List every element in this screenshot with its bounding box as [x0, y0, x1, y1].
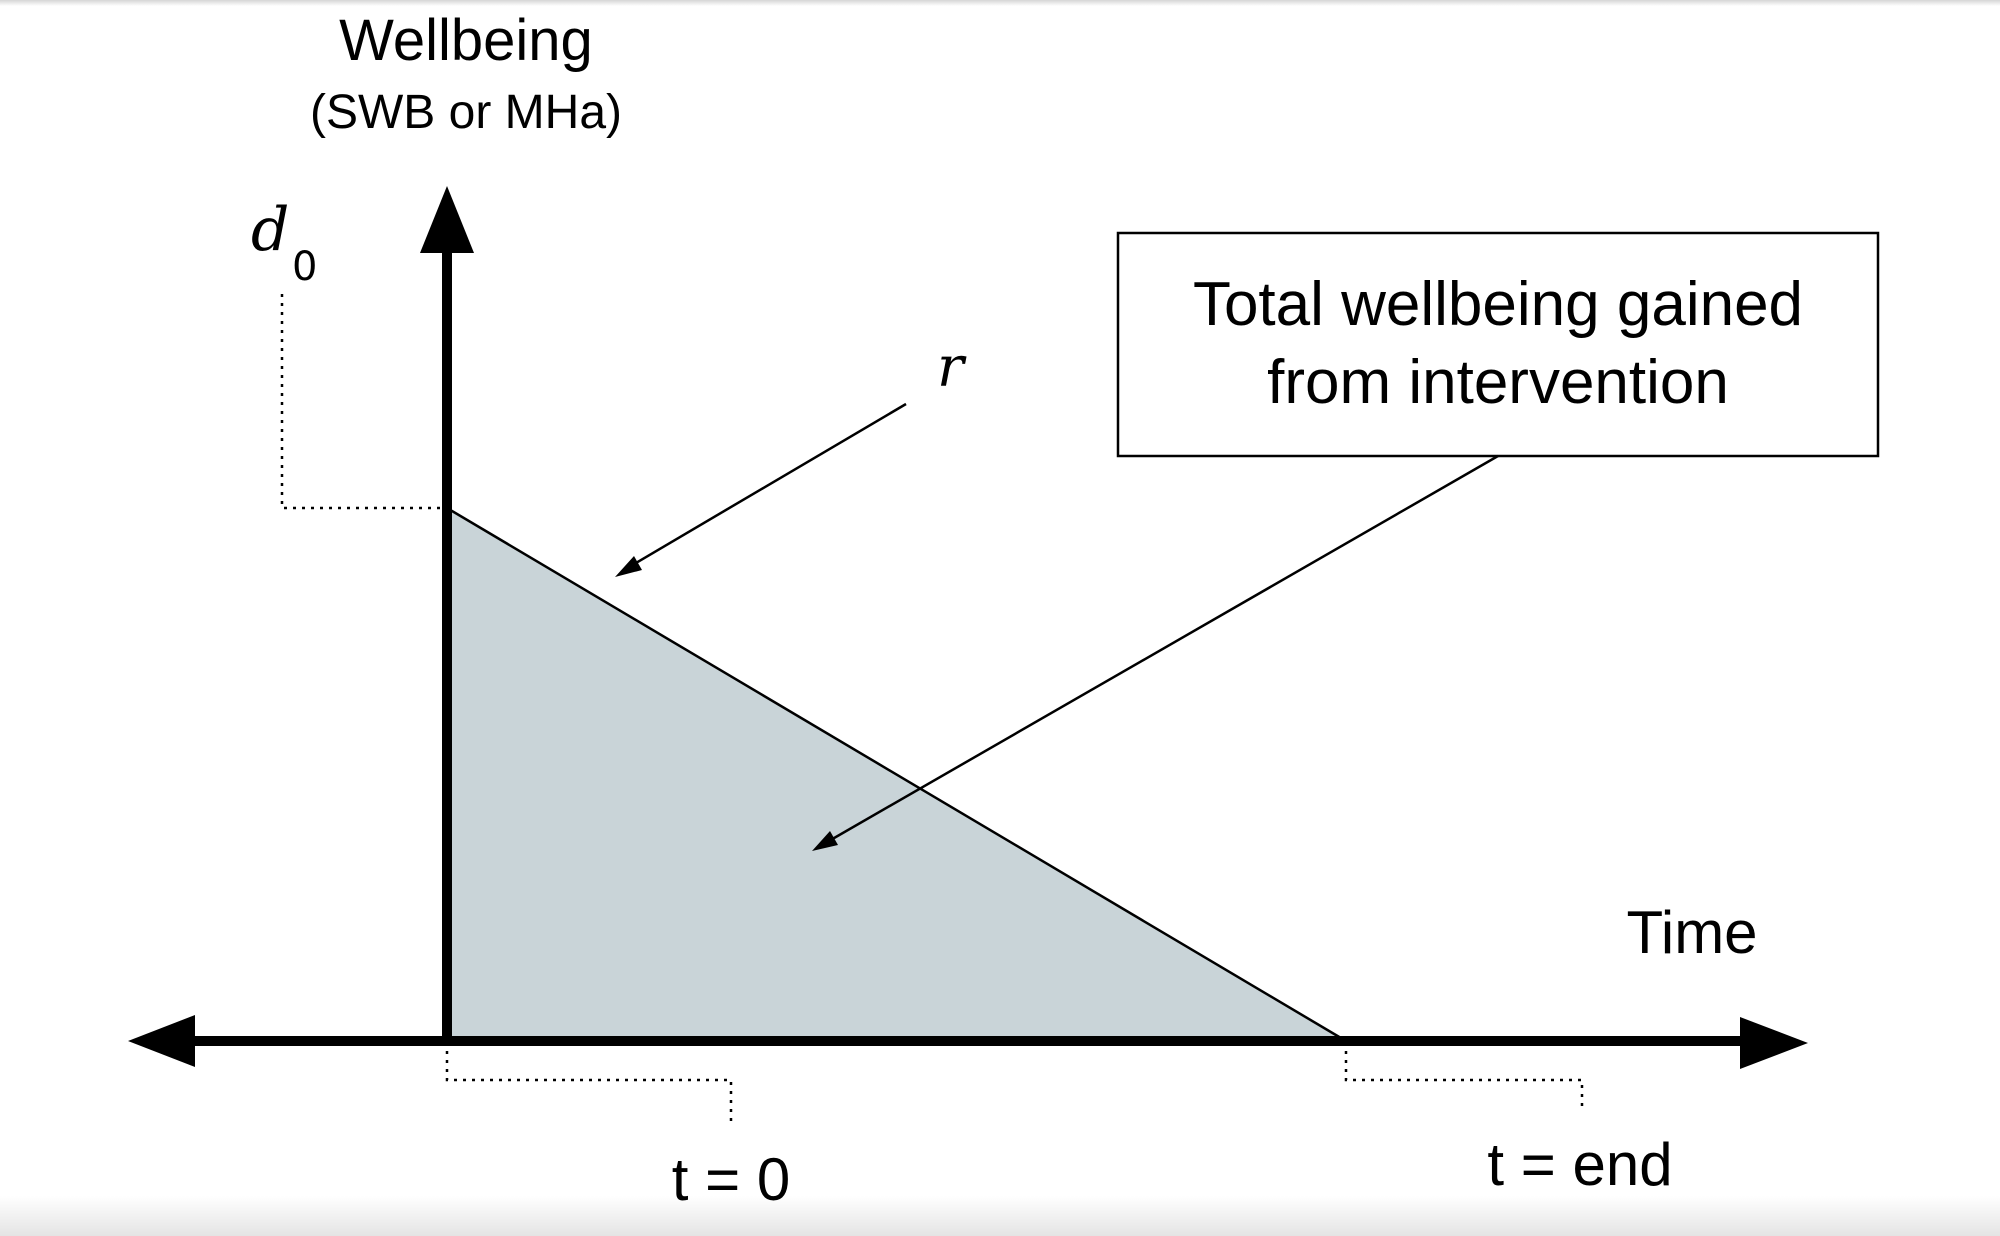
- callout-pointer-arrowhead: [812, 831, 838, 851]
- r-pointer-line: [623, 402, 907, 572]
- time-axis-right-arrowhead: [1740, 1017, 1808, 1069]
- d0-symbol: d: [251, 195, 289, 265]
- x-axis-title: Time: [1626, 899, 1757, 966]
- y-axis-title: Wellbeing: [339, 8, 593, 73]
- r-symbol: r: [937, 335, 967, 400]
- tend-guide-dotted: [1344, 1051, 1584, 1112]
- t-end-label: t = end: [1487, 1131, 1672, 1198]
- time-axis-left-arrowhead: [128, 1015, 195, 1067]
- callout-line-1: Total wellbeing gained: [1193, 270, 1803, 339]
- page-bottom-edge: [0, 1196, 2000, 1236]
- callout-box: [1116, 231, 1880, 458]
- decay-line: [446, 506, 1347, 1043]
- y-axis-subtitle: (SWB or MHa): [310, 86, 622, 139]
- page-top-edge: [0, 0, 2000, 6]
- d0-guide-dotted: [280, 294, 440, 510]
- r-pointer-arrowhead: [615, 556, 642, 577]
- callout-line-2: from intervention: [1267, 348, 1729, 417]
- callout-pointer-line: [821, 454, 1499, 847]
- t0-guide-dotted: [445, 1051, 733, 1122]
- t-start-label: t = 0: [672, 1146, 790, 1213]
- d0-subscript: 0: [292, 244, 317, 290]
- wellbeing-axis-arrowhead: [420, 186, 474, 253]
